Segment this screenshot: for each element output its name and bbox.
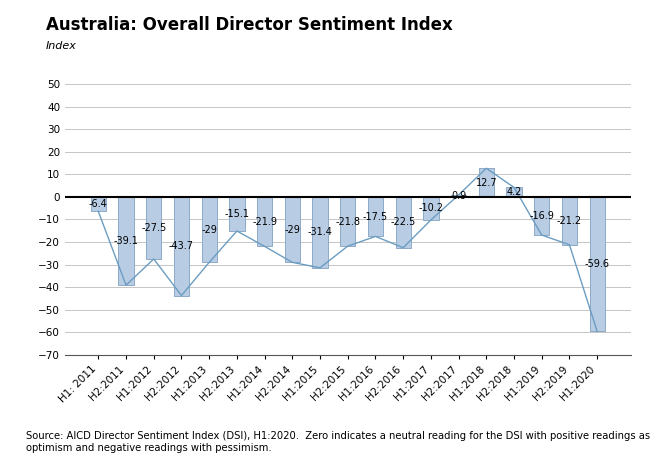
Bar xyxy=(229,197,244,231)
Bar xyxy=(91,197,106,212)
Text: 0.9: 0.9 xyxy=(451,191,466,201)
Text: Source: AICD Director Sentiment Index (DSI), H1:2020.  Zero indicates a neutral : Source: AICD Director Sentiment Index (D… xyxy=(26,431,650,453)
Text: -29: -29 xyxy=(285,225,300,235)
Text: -22.5: -22.5 xyxy=(391,217,416,228)
Bar xyxy=(285,197,300,263)
Bar xyxy=(506,187,522,197)
Text: -59.6: -59.6 xyxy=(584,259,610,269)
Bar xyxy=(118,197,134,285)
Text: -15.1: -15.1 xyxy=(224,209,250,219)
Bar xyxy=(174,197,189,296)
Text: -21.2: -21.2 xyxy=(557,216,582,226)
Bar xyxy=(202,197,217,263)
Bar xyxy=(451,195,466,197)
Text: -21.9: -21.9 xyxy=(252,217,277,227)
Text: -17.5: -17.5 xyxy=(363,212,388,222)
Text: -16.9: -16.9 xyxy=(529,211,554,221)
Bar xyxy=(478,168,494,197)
Text: Index: Index xyxy=(46,41,77,51)
Text: -6.4: -6.4 xyxy=(89,199,108,209)
Bar xyxy=(146,197,161,259)
Bar xyxy=(257,197,272,246)
Bar xyxy=(368,197,383,237)
Text: -31.4: -31.4 xyxy=(307,228,332,238)
Bar xyxy=(562,197,577,245)
Text: -27.5: -27.5 xyxy=(141,223,166,233)
Text: -10.2: -10.2 xyxy=(419,203,443,213)
Bar xyxy=(340,197,356,246)
Bar xyxy=(423,197,439,220)
Text: Australia: Overall Director Sentiment Index: Australia: Overall Director Sentiment In… xyxy=(46,16,452,34)
Bar xyxy=(313,197,328,268)
Text: -43.7: -43.7 xyxy=(169,241,194,251)
Bar xyxy=(534,197,549,235)
Text: 4.2: 4.2 xyxy=(506,187,522,197)
Text: -39.1: -39.1 xyxy=(114,236,138,246)
Text: -21.8: -21.8 xyxy=(335,217,360,227)
Bar xyxy=(590,197,605,331)
Text: -29: -29 xyxy=(202,225,217,235)
Text: 12.7: 12.7 xyxy=(476,177,497,187)
Bar xyxy=(396,197,411,248)
